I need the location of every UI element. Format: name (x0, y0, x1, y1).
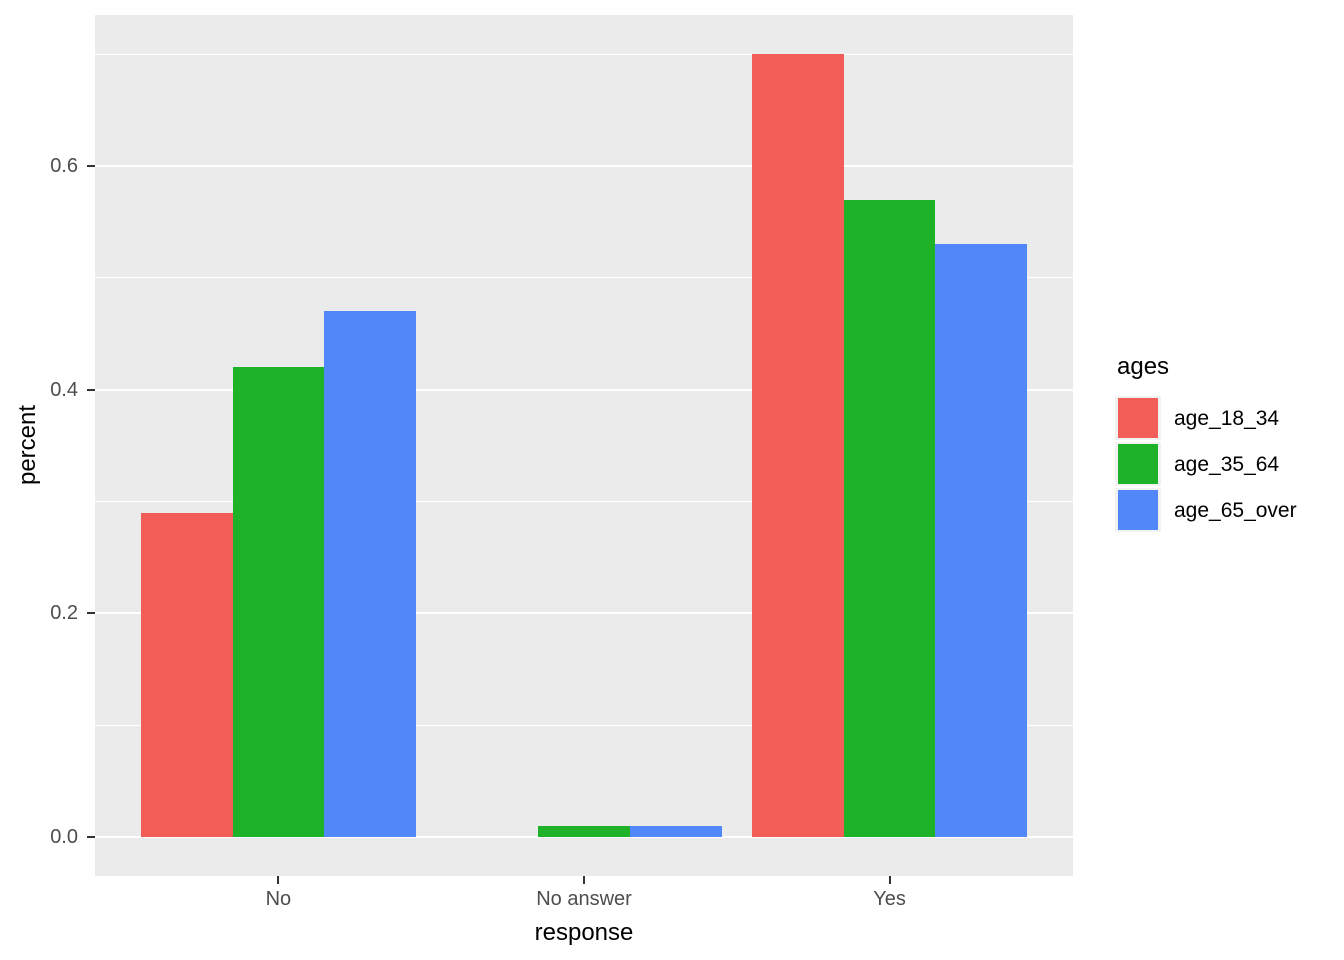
legend-item-age_18_34: age_18_34 (1115, 396, 1297, 442)
bar-age_65_over-Yes (935, 244, 1028, 837)
legend-item-age_35_64: age_35_64 (1115, 442, 1297, 488)
y-tick-mark (87, 164, 95, 167)
legend-title: ages (1117, 353, 1170, 380)
bar-age_18_34-No (140, 512, 233, 837)
bar-age_35_64-Yes (843, 199, 936, 837)
legend-key (1115, 442, 1161, 486)
y-tick-label: 0.0 (50, 825, 78, 848)
y-tick-mark (87, 612, 95, 615)
x-tick-mark (583, 876, 585, 884)
legend-swatch-age_18_34 (1118, 398, 1158, 438)
legend-label: age_18_34 (1174, 407, 1280, 430)
legend-key (1115, 396, 1161, 440)
gridline-minor (95, 277, 1073, 279)
legend-key (1115, 488, 1161, 532)
x-tick-label: No (265, 888, 292, 910)
gridline-major (95, 835, 1073, 838)
bar-age_18_34-Yes (752, 54, 844, 837)
x-axis-title: response (534, 919, 634, 946)
x-tick-label: No answer (536, 888, 632, 910)
bar-age_35_64-No-answer (538, 825, 630, 837)
x-tick-mark (277, 876, 280, 884)
bar-age_65_over-No (324, 311, 416, 837)
y-tick-mark (87, 835, 95, 838)
legend-item-age_65_over: age_65_over (1115, 488, 1297, 534)
gridline-minor (95, 53, 1073, 55)
x-tick-mark (888, 876, 891, 884)
legend-swatch-age_35_64 (1118, 444, 1158, 484)
legend-swatch-age_65_over (1118, 490, 1158, 530)
bar-age_65_over-No-answer (629, 825, 722, 837)
gridline-major (95, 612, 1073, 615)
gridline-minor (95, 500, 1073, 502)
gridline-major (95, 388, 1073, 391)
bar-age_35_64-No (232, 367, 325, 837)
y-tick-label: 0.6 (50, 154, 78, 177)
y-axis-title: percent (14, 404, 41, 486)
y-tick-label: 0.2 (50, 602, 78, 625)
legend: ages age_18_34 age_35_64 age_65_over (1115, 352, 1297, 534)
y-tick-mark (87, 388, 95, 391)
plot-panel (95, 15, 1073, 876)
x-tick-label: Yes (873, 888, 906, 910)
gridline-major (95, 164, 1073, 167)
y-tick-label: 0.4 (50, 378, 78, 401)
gridline-minor (95, 724, 1073, 726)
legend-label: age_35_64 (1174, 453, 1280, 476)
legend-label: age_65_over (1174, 499, 1297, 522)
